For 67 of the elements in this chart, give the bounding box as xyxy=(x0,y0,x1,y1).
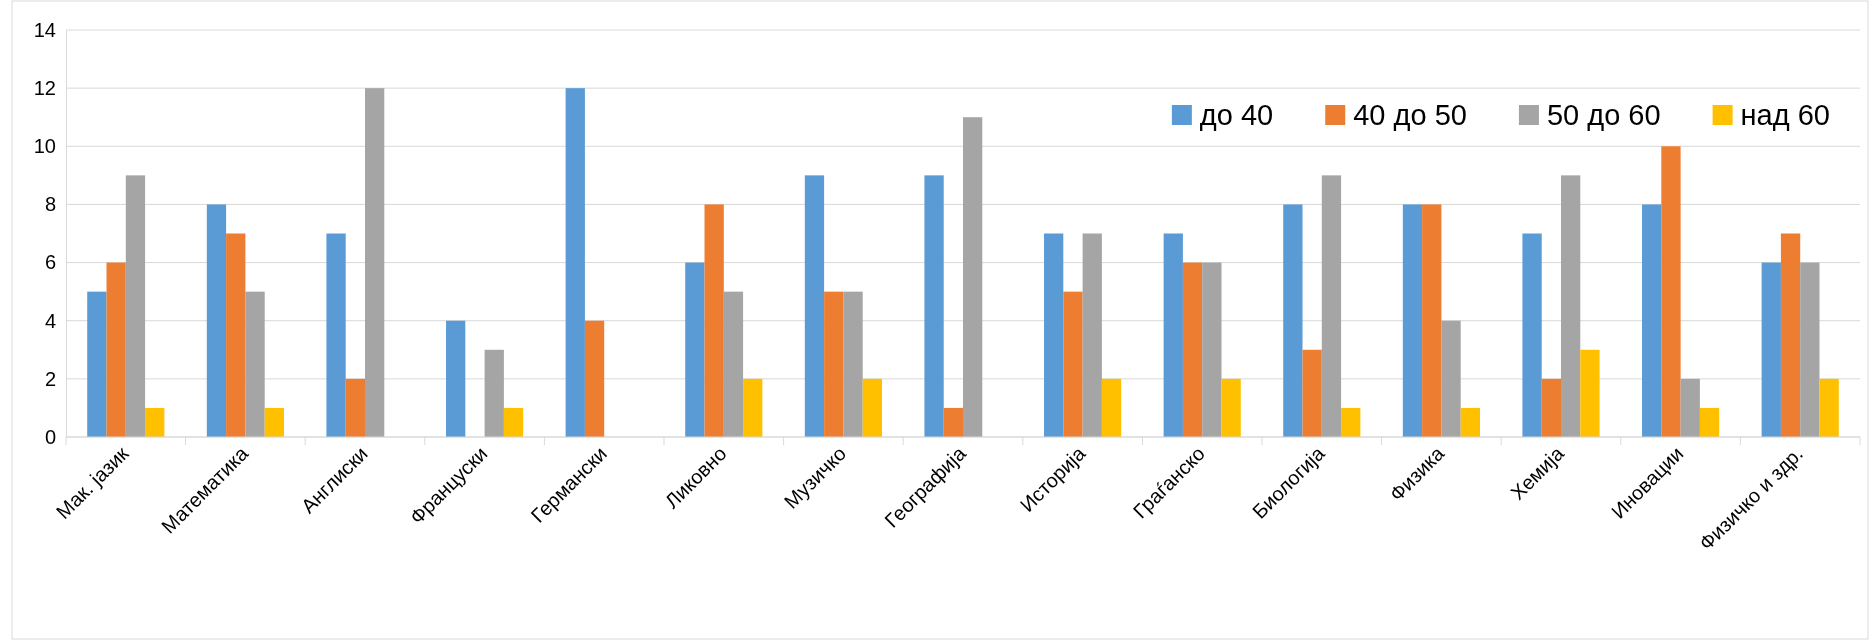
bar xyxy=(326,233,346,437)
bar xyxy=(503,407,524,437)
y-tick-label: 4 xyxy=(44,309,56,332)
y-tick-label: 6 xyxy=(44,251,56,274)
bar xyxy=(1163,233,1183,437)
bar xyxy=(365,88,385,437)
bar xyxy=(565,88,585,437)
bar xyxy=(943,407,963,437)
bar xyxy=(804,175,825,437)
bar xyxy=(963,117,983,437)
bar xyxy=(584,320,605,437)
bar xyxy=(1460,407,1480,437)
legend-label: 40 до 50 xyxy=(1353,99,1467,131)
bar xyxy=(1661,146,1681,437)
y-tick-label: 12 xyxy=(33,77,56,100)
bar xyxy=(264,407,284,437)
bar xyxy=(685,262,705,437)
bar xyxy=(1561,175,1581,437)
bar xyxy=(1642,204,1662,437)
y-tick-label: 0 xyxy=(44,425,56,448)
y-tick-label: 14 xyxy=(33,18,56,41)
bar xyxy=(843,291,863,437)
bar xyxy=(125,175,146,437)
bar xyxy=(1101,378,1122,437)
bar xyxy=(1302,349,1322,437)
bar xyxy=(723,291,744,437)
bar xyxy=(245,291,265,437)
y-tick-label: 2 xyxy=(44,367,56,390)
bar xyxy=(1441,320,1461,437)
bar xyxy=(924,175,944,437)
bar xyxy=(446,320,466,437)
bar xyxy=(484,349,504,437)
bar xyxy=(106,262,126,437)
legend-label: до 40 xyxy=(1199,99,1274,131)
bar xyxy=(145,407,165,437)
bar xyxy=(1422,204,1442,437)
bar xyxy=(1761,262,1781,437)
bar xyxy=(704,204,724,437)
legend-label: над 60 xyxy=(1740,99,1830,131)
bar xyxy=(87,291,107,437)
y-tick-label: 10 xyxy=(33,135,56,158)
legend-label: 50 до 60 xyxy=(1546,99,1661,131)
bar xyxy=(1341,407,1361,437)
bar xyxy=(1283,204,1303,437)
bar xyxy=(1221,378,1241,437)
bar xyxy=(743,378,763,437)
bar xyxy=(824,291,844,437)
bar xyxy=(1044,233,1064,437)
bar xyxy=(1082,233,1102,437)
bar xyxy=(345,378,365,437)
bar xyxy=(1321,175,1342,437)
bar xyxy=(1063,291,1083,437)
bar xyxy=(1541,378,1561,437)
bar xyxy=(1780,233,1801,437)
bar xyxy=(206,204,227,437)
bar xyxy=(1580,349,1600,437)
bar xyxy=(226,233,246,437)
bar xyxy=(1202,262,1222,437)
bar xyxy=(1800,262,1820,437)
bar xyxy=(1699,407,1720,437)
bar xyxy=(1182,262,1203,437)
bar xyxy=(1819,378,1839,437)
y-tick-label: 8 xyxy=(44,193,56,216)
bar xyxy=(1522,233,1542,437)
bar xyxy=(1680,378,1700,437)
bar xyxy=(1402,204,1423,437)
bar xyxy=(862,378,882,437)
